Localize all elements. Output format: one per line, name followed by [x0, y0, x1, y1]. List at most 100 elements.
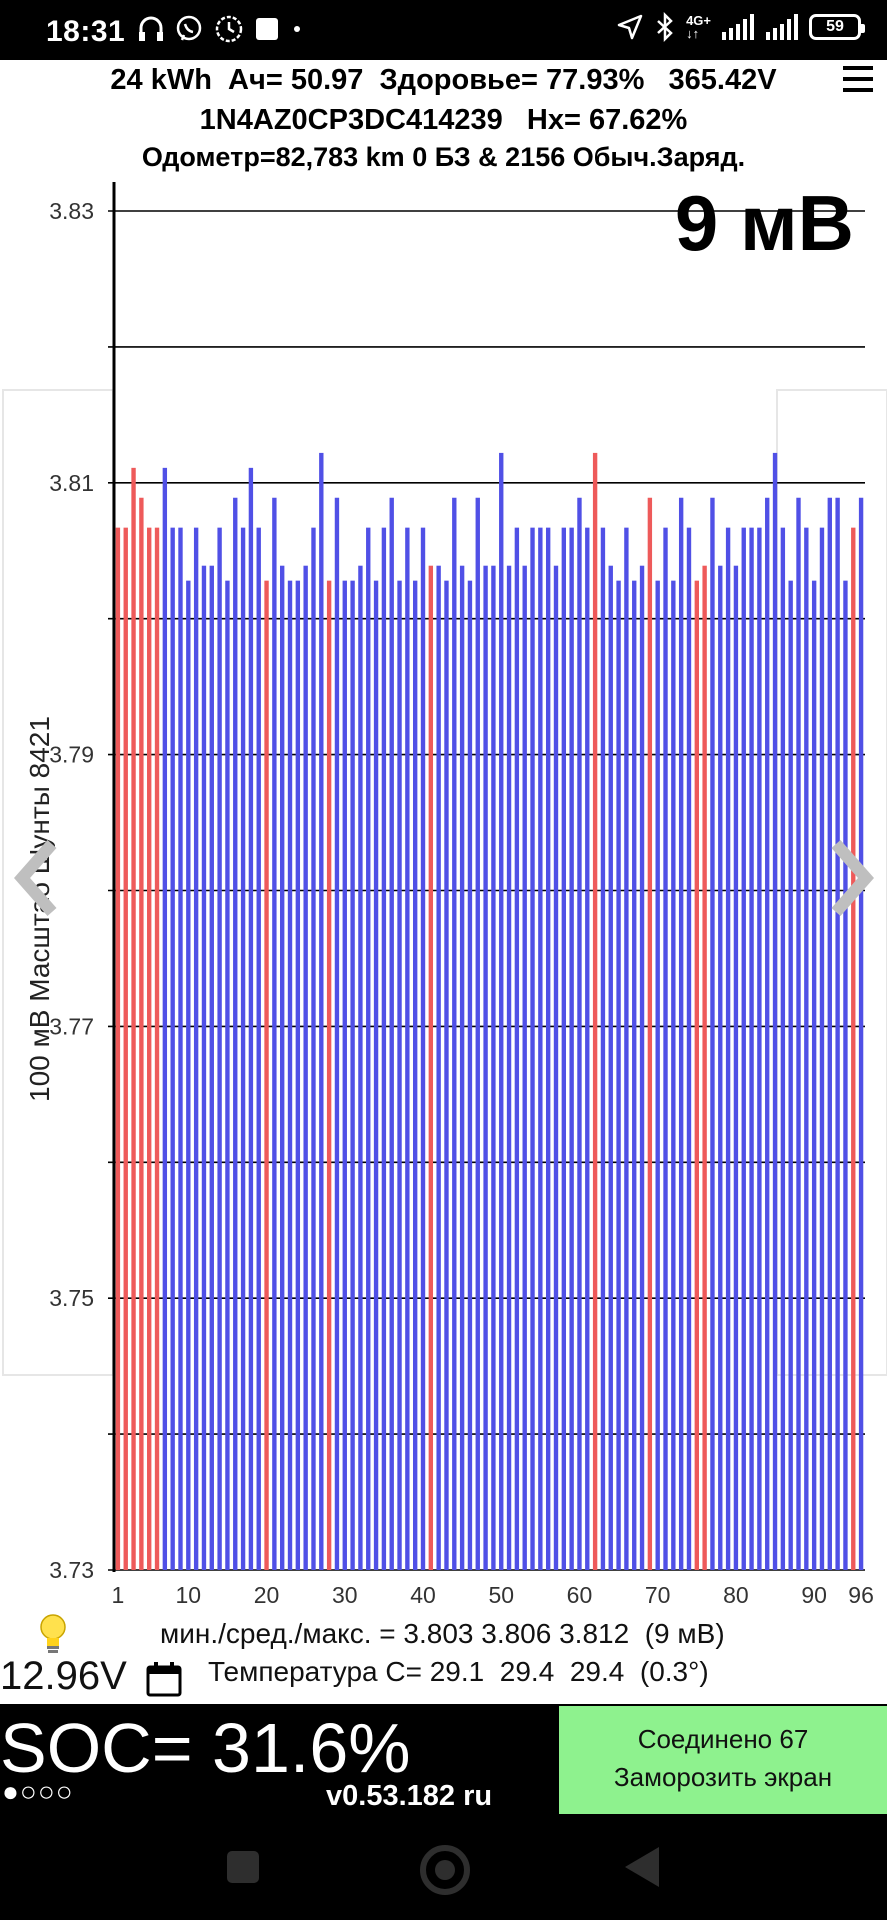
- y-tick-label: 3.77: [49, 1013, 94, 1039]
- cell-bar: [765, 497, 770, 1570]
- cell-bar: [373, 580, 379, 1570]
- cell-bar: [264, 580, 269, 1570]
- menu-icon[interactable]: [843, 66, 873, 92]
- cell-bar: [506, 565, 512, 1570]
- cell-bar: [647, 497, 653, 1570]
- cell-bar: [311, 527, 316, 1570]
- cell-bar: [186, 580, 191, 1570]
- cell-bar: [757, 527, 762, 1570]
- square-icon: [256, 18, 278, 40]
- cell-bar: [272, 497, 277, 1570]
- cell-bar: [240, 527, 246, 1570]
- cell-bar: [209, 565, 214, 1570]
- cell-bar: [827, 497, 832, 1570]
- freeze-screen-button[interactable]: Соединено 67 Заморозить экран: [559, 1706, 887, 1814]
- freeze-label: Заморозить экран: [613, 1762, 833, 1792]
- cell-bar: [851, 527, 856, 1570]
- cell-voltage-chart: 3.83 3.81 3.79 3.77 3.75 3.73 1 10 20 30 40 50 60 70…: [2, 182, 887, 1608]
- cell-bar: [624, 527, 629, 1570]
- headphones-icon: [139, 16, 163, 41]
- cell-bar: [154, 527, 160, 1570]
- battery-level: 59: [826, 18, 844, 35]
- cell-bar: [678, 497, 684, 1570]
- cell-bar: [389, 497, 394, 1570]
- cell-bar: [749, 527, 754, 1570]
- cell-bar: [366, 527, 371, 1570]
- cell-bar: [131, 467, 136, 1570]
- dot-icon: [294, 26, 300, 32]
- cell-bar: [295, 580, 301, 1570]
- cell-bar: [733, 565, 739, 1570]
- cell-bar: [342, 580, 347, 1570]
- back-icon[interactable]: [625, 1847, 659, 1887]
- soc-value: SOC= 31.6%: [0, 1709, 411, 1787]
- cell-bar: [671, 580, 676, 1570]
- chevron-left-icon[interactable]: [14, 838, 60, 918]
- connection-status: Соединено 67: [637, 1724, 809, 1754]
- status-bar: 18:31 4G+ ↓↑ 59: [0, 0, 887, 60]
- cell-bar: [303, 565, 308, 1570]
- cell-bar: [170, 527, 175, 1570]
- x-tick-label: 30: [332, 1582, 358, 1608]
- status-time: 18:31: [46, 15, 126, 48]
- cell-bar: [475, 497, 480, 1570]
- cell-bar: [616, 580, 621, 1570]
- x-tick-label: 1: [112, 1582, 125, 1608]
- cell-bar: [287, 580, 293, 1570]
- cell-bar: [225, 580, 230, 1570]
- cell-bar: [858, 497, 864, 1570]
- viber-icon: [176, 15, 202, 41]
- cell-bar: [585, 527, 590, 1570]
- cell-bar: [397, 580, 402, 1570]
- calendar-icon[interactable]: [145, 1660, 183, 1698]
- cell-bar: [350, 580, 355, 1570]
- x-tick-label: 90: [801, 1582, 827, 1608]
- y-tick-label: 3.83: [49, 198, 94, 224]
- cell-bar: [162, 467, 168, 1570]
- voltage-spread: 9 мВ: [674, 179, 854, 267]
- home-icon[interactable]: [420, 1845, 470, 1895]
- x-tick-label: 20: [254, 1582, 280, 1608]
- cell-bar: [577, 497, 582, 1570]
- cell-bar: [405, 527, 410, 1570]
- cell-bar: [530, 527, 535, 1570]
- cell-bar: [843, 580, 848, 1570]
- cell-bar: [326, 580, 332, 1570]
- chevron-right-icon[interactable]: [828, 838, 874, 918]
- cell-bar: [459, 565, 465, 1570]
- network-type: 4G+ ↓↑: [686, 13, 711, 41]
- cell-bar: [256, 527, 261, 1570]
- header-line-1: 24 kWh Ач= 50.97 Здоровье= 77.93% 365.42…: [110, 64, 777, 96]
- cell-bar: [741, 527, 746, 1570]
- cell-bar: [381, 527, 387, 1570]
- cell-bar: [561, 527, 567, 1570]
- cell-bar: [178, 527, 183, 1570]
- cell-bar: [115, 527, 121, 1570]
- cell-bar: [147, 527, 152, 1570]
- cell-bar: [780, 527, 786, 1570]
- min-avg-max: мин./сред./макс. = 3.803 3.806 3.812 (9 …: [160, 1618, 725, 1649]
- cell-bar: [819, 527, 825, 1570]
- cell-bar: [483, 565, 488, 1570]
- cell-bar: [592, 452, 598, 1571]
- cell-bar: [639, 565, 645, 1570]
- recents-icon[interactable]: [227, 1851, 259, 1883]
- y-tick-label: 3.81: [49, 470, 94, 496]
- cell-bar: [358, 565, 363, 1570]
- cell-bar: [600, 527, 606, 1570]
- cell-bar: [319, 452, 324, 1571]
- cell-bar: [420, 527, 426, 1570]
- cell-bar: [123, 527, 128, 1570]
- x-tick-label: 10: [176, 1582, 202, 1608]
- cell-bar: [514, 527, 520, 1570]
- signal-icon: [722, 14, 754, 40]
- cell-bar: [608, 565, 613, 1570]
- cell-bar: [796, 497, 801, 1570]
- cell-bar: [201, 565, 207, 1570]
- cell-bar: [663, 527, 668, 1570]
- clock-icon: [215, 15, 243, 43]
- cell-bar: [772, 452, 778, 1571]
- x-tick-label: 80: [723, 1582, 749, 1608]
- cell-bar: [452, 497, 457, 1570]
- cell-bar: [655, 580, 660, 1570]
